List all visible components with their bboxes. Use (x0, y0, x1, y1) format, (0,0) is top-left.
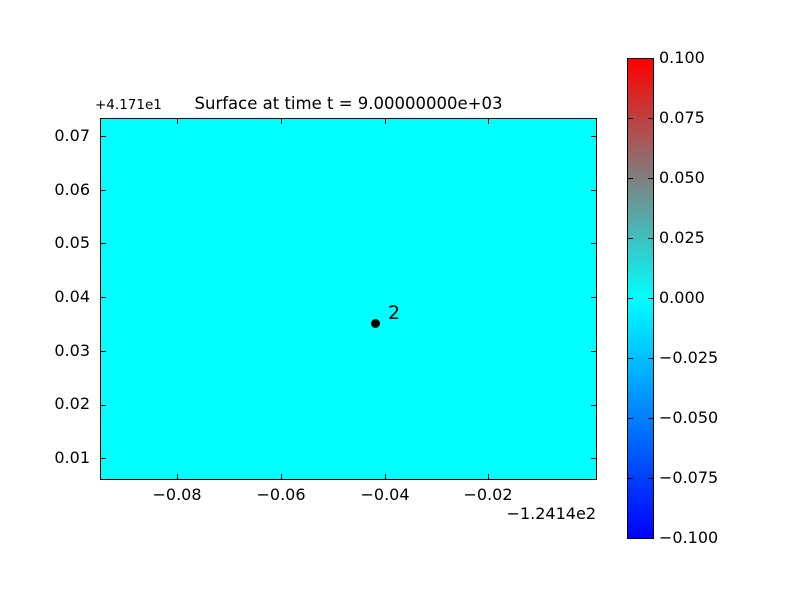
y-tick-mark (591, 190, 596, 191)
point-label: 2 (388, 302, 401, 324)
colorbar-tick-mark (648, 118, 653, 119)
y-tick-label: 0.02 (54, 394, 90, 413)
colorbar-tick-mark (648, 358, 653, 359)
colorbar-tick-mark (648, 418, 653, 419)
y-tick-label: 0.05 (54, 233, 90, 252)
colorbar-tick-mark (628, 298, 633, 299)
y-tick-mark (101, 458, 106, 459)
colorbar-tick-label: −0.025 (659, 348, 719, 367)
colorbar-tick-mark (648, 298, 653, 299)
x-tick-label: −0.08 (152, 485, 202, 504)
y-tick-mark (591, 351, 596, 352)
y-tick-mark (591, 243, 596, 244)
colorbar (627, 58, 654, 539)
y-tick-mark (591, 458, 596, 459)
colorbar-tick-mark (648, 178, 653, 179)
x-tick-label: −0.04 (360, 485, 410, 504)
y-axis-offset-label: +4.171e1 (95, 97, 162, 113)
colorbar-tick-mark (648, 238, 653, 239)
colorbar-tick-label: 0.025 (659, 228, 705, 247)
y-tick-mark (101, 405, 106, 406)
plot-title: Surface at time t = 9.00000000e+03 (194, 94, 503, 113)
y-tick-label: 0.07 (54, 126, 90, 145)
colorbar-tick-label: 0.075 (659, 108, 705, 127)
colorbar-tick-mark (628, 418, 633, 419)
y-tick-label: 0.03 (54, 341, 90, 360)
colorbar-tick-label: −0.075 (659, 468, 719, 487)
x-tick-mark (177, 119, 178, 124)
colorbar-tick-mark (628, 178, 633, 179)
colorbar-tick-label: 0.100 (659, 48, 705, 67)
x-tick-mark (177, 474, 178, 479)
point-marker (371, 319, 380, 328)
colorbar-tick-mark (628, 358, 633, 359)
y-tick-mark (101, 243, 106, 244)
y-tick-label: 0.06 (54, 180, 90, 199)
x-tick-label: −0.02 (463, 485, 513, 504)
x-tick-mark (488, 119, 489, 124)
colorbar-tick-mark (648, 478, 653, 479)
y-tick-mark (101, 190, 106, 191)
x-tick-mark (281, 474, 282, 479)
colorbar-tick-label: 0.050 (659, 168, 705, 187)
y-tick-label: 0.04 (54, 287, 90, 306)
y-tick-label: 0.01 (54, 448, 90, 467)
y-tick-mark (101, 351, 106, 352)
y-tick-mark (591, 136, 596, 137)
y-tick-mark (591, 405, 596, 406)
x-tick-label: −0.06 (256, 485, 306, 504)
colorbar-tick-label: 0.000 (659, 288, 705, 307)
y-tick-mark (101, 297, 106, 298)
colorbar-tick-label: −0.100 (659, 528, 719, 547)
colorbar-tick-mark (628, 118, 633, 119)
x-axis-offset-label: −1.2414e2 (506, 504, 596, 523)
y-tick-mark (591, 297, 596, 298)
colorbar-tick-mark (628, 238, 633, 239)
x-tick-mark (488, 474, 489, 479)
x-tick-mark (385, 119, 386, 124)
x-tick-mark (385, 474, 386, 479)
x-tick-mark (281, 119, 282, 124)
y-tick-mark (101, 136, 106, 137)
colorbar-tick-mark (628, 478, 633, 479)
colorbar-tick-label: −0.050 (659, 408, 719, 427)
plot-area: 2 (100, 118, 597, 480)
